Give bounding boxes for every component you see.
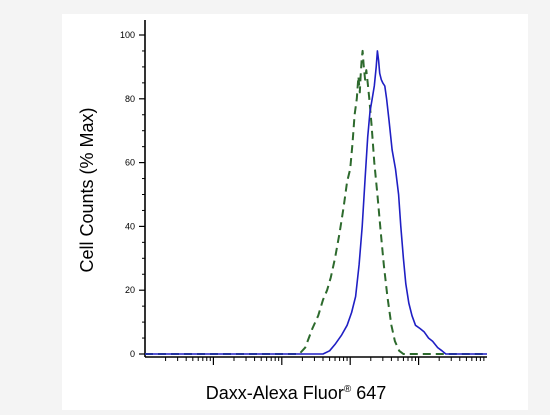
y-tick-label: 40 <box>125 221 135 231</box>
x-axis-title-main: Daxx-Alexa Fluor <box>206 383 344 403</box>
series-line-1 <box>145 49 487 355</box>
y-tick-label: 80 <box>125 94 135 104</box>
y-tick-label: 100 <box>120 30 135 40</box>
y-tick-label: 0 <box>130 349 135 359</box>
series-layer <box>145 49 487 355</box>
y-axis-title: Cell Counts (% Max) <box>77 107 97 272</box>
series-line-2 <box>145 50 487 355</box>
labels-layer: Cell Counts (% Max) Daxx-Alexa Fluor® 64… <box>77 107 386 403</box>
axes-layer: 0 20 40 60 80 100 <box>120 20 487 365</box>
y-tick-label: 20 <box>125 285 135 295</box>
x-axis-title-suffix: 647 <box>351 383 386 403</box>
x-axis-title-registered: ® <box>344 384 352 395</box>
y-tick-label: 60 <box>125 158 135 168</box>
plot-panel <box>62 14 528 410</box>
x-axis-title: Daxx-Alexa Fluor® 647 <box>206 383 386 403</box>
